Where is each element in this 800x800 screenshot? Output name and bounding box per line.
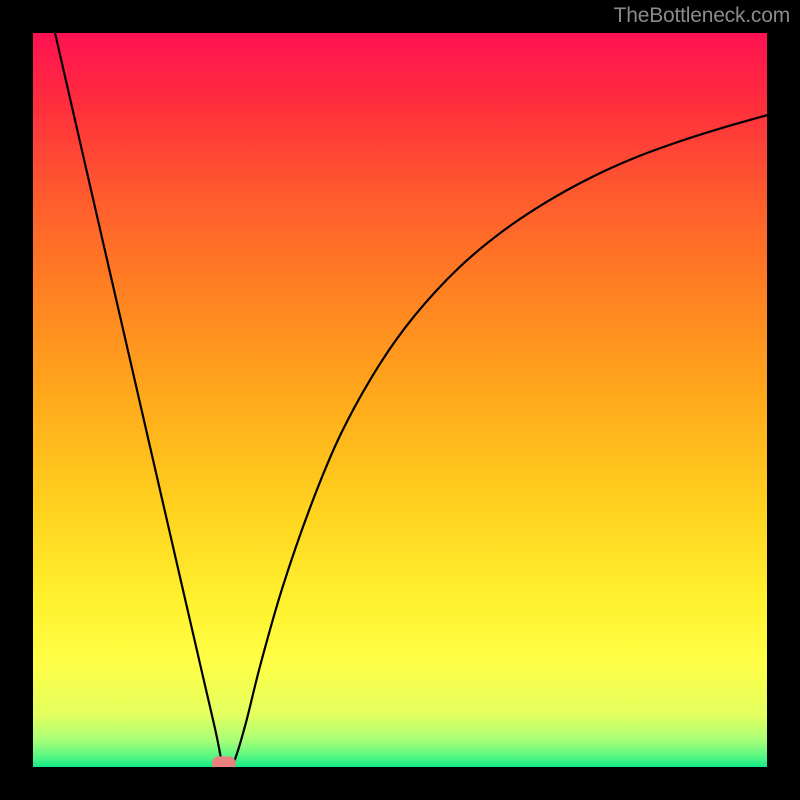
bottleneck-chart [33,33,767,767]
plot-area [33,33,767,767]
chart-container: TheBottleneck.com [0,0,800,800]
optimal-point-marker [212,756,236,767]
gradient-background [33,33,767,767]
watermark-text: TheBottleneck.com [614,4,790,28]
